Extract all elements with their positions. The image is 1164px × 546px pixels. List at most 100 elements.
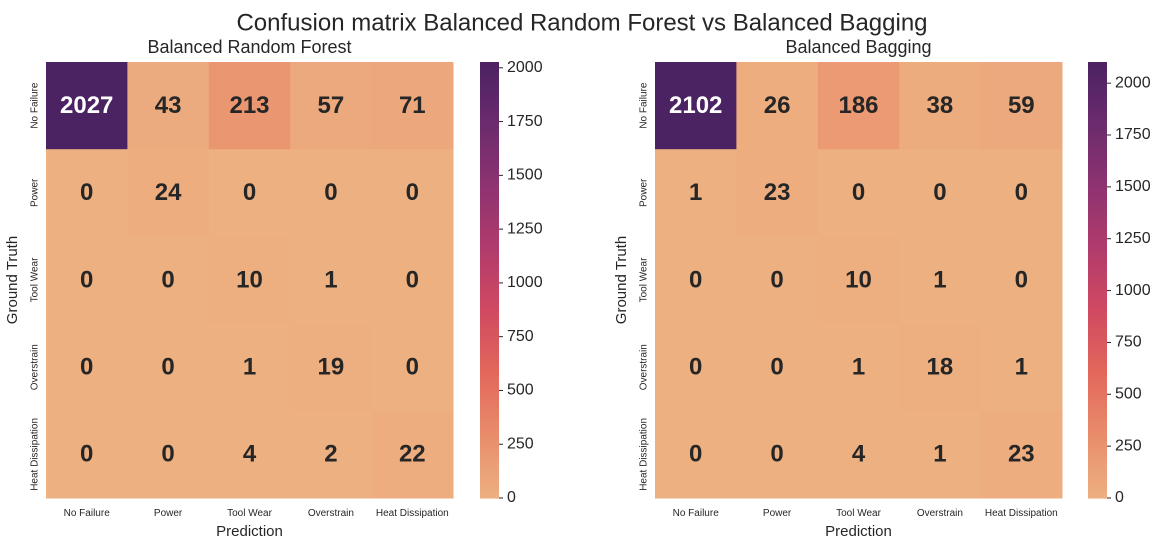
- colorbar-slice: [1088, 98, 1107, 103]
- heatmap-cell-heat-dissipation-power: [736, 410, 819, 499]
- colorbar-slice: [480, 160, 499, 165]
- x-tick-label: Power: [763, 508, 792, 519]
- colorbar-slice: [480, 458, 499, 463]
- colorbar-slice: [1088, 112, 1107, 118]
- colorbar-slice: [1088, 91, 1107, 96]
- y-tick-label: Tool Wear: [639, 257, 650, 303]
- colorbar-slice: [480, 399, 499, 405]
- heatmap-cell-power-heat-dissipation: [371, 149, 454, 237]
- colorbar-slice: [480, 258, 499, 263]
- colorbar-slice: [480, 476, 499, 481]
- colorbar-slice: [480, 494, 499, 499]
- heatmap-cell-no-failure-tool-wear: [208, 62, 291, 150]
- colorbar-slice: [480, 374, 499, 379]
- x-tick-label: No Failure: [64, 508, 111, 519]
- colorbar-slice: [480, 349, 499, 354]
- cell-value-label: 1: [1015, 354, 1028, 381]
- colorbar-tick-label: 0: [507, 489, 516, 506]
- colorbar-slice: [1088, 414, 1107, 419]
- heatmap-cell-tool-wear-no-failure: [655, 236, 737, 325]
- colorbar-slice: [1088, 210, 1107, 216]
- colorbar-slice: [1088, 330, 1107, 336]
- cell-value-label: 57: [318, 92, 345, 119]
- colorbar-slice: [480, 134, 499, 139]
- colorbar-tick-label: 250: [1115, 437, 1142, 454]
- colorbar-slice: [480, 62, 499, 67]
- cell-value-label: 26: [764, 92, 791, 119]
- heatmap-cell-heat-dissipation-overstrain: [290, 410, 373, 499]
- colorbar-slice: [480, 305, 499, 310]
- colorbar-slice: [1088, 421, 1107, 426]
- colorbar-slice: [480, 487, 499, 492]
- colorbar-slice: [480, 272, 499, 277]
- colorbar-slice: [480, 367, 499, 372]
- colorbar-slice: [1088, 316, 1107, 321]
- colorbar-slice: [1088, 229, 1107, 234]
- cell-value-label: 213: [229, 92, 269, 119]
- colorbar-tick-label: 2000: [1115, 74, 1151, 91]
- cell-value-label: 71: [399, 92, 426, 119]
- colorbar-slice: [1088, 425, 1107, 430]
- colorbar-slice: [1088, 432, 1107, 437]
- colorbar-slice: [480, 280, 499, 285]
- heatmap-cell-power-no-failure: [655, 149, 737, 237]
- x-tick-label: Tool Wear: [227, 508, 273, 519]
- colorbar-slice: [480, 163, 499, 168]
- heatmap-cell-tool-wear-power: [127, 236, 210, 325]
- x-axis-label: Prediction: [216, 523, 283, 540]
- colorbar-slice: [1088, 152, 1107, 158]
- colorbar-slice: [480, 181, 499, 187]
- colorbar-slice: [480, 421, 499, 426]
- colorbar-slice: [1088, 276, 1107, 281]
- colorbar-slice: [480, 250, 499, 256]
- colorbar-slice: [480, 479, 499, 485]
- cell-value-label: 4: [243, 441, 257, 468]
- heatmap-cell-overstrain-tool-wear: [817, 323, 900, 412]
- colorbar-slice: [480, 254, 499, 259]
- colorbar-slice: [480, 450, 499, 455]
- cell-value-label: 1: [933, 441, 946, 468]
- colorbar-slice: [1088, 392, 1107, 397]
- colorbar-slice: [1088, 196, 1107, 201]
- colorbar-slice: [480, 120, 499, 125]
- y-tick-label: Power: [639, 178, 650, 207]
- colorbar-slice: [480, 359, 499, 365]
- heatmap-cell-tool-wear-tool-wear: [817, 236, 900, 325]
- colorbar-slice: [1088, 479, 1107, 485]
- colorbar-slice: [480, 203, 499, 208]
- colorbar-slice: [480, 483, 499, 488]
- cell-value-label: 1: [689, 179, 702, 206]
- colorbar-slice: [480, 243, 499, 248]
- colorbar-slice: [1088, 334, 1107, 339]
- cell-value-label: 10: [236, 266, 263, 293]
- figure-title: Confusion matrix Balanced Random Forest …: [236, 9, 927, 36]
- cell-value-label: 2: [324, 441, 337, 468]
- cell-value-label: 23: [1008, 441, 1035, 468]
- colorbar-slice: [1088, 443, 1107, 448]
- heatmap-cell-power-overstrain: [899, 149, 982, 237]
- cell-value-label: 1: [852, 354, 865, 381]
- heatmap-cell-heat-dissipation-overstrain: [899, 410, 982, 499]
- colorbar-slice: [1088, 399, 1107, 405]
- colorbar-slice: [480, 338, 499, 343]
- colorbar: 0 250 500 750 1000 1250 1500 1750 2000: [1088, 62, 1151, 506]
- colorbar-slice: [1088, 283, 1107, 288]
- cell-value-label: 186: [838, 92, 878, 119]
- heatmap-cell-tool-wear-overstrain: [290, 236, 373, 325]
- colorbar-slice: [480, 392, 499, 397]
- heatmap-cell-overstrain-power: [736, 323, 819, 412]
- colorbar-slice: [480, 138, 499, 143]
- colorbar-slice: [480, 210, 499, 216]
- x-tick-label: Overstrain: [308, 508, 354, 519]
- cell-value-label: 0: [324, 179, 337, 206]
- colorbar-slice: [480, 247, 499, 252]
- cell-value-label: 19: [318, 354, 345, 381]
- colorbar-slice: [480, 145, 499, 150]
- colorbar-slice: [480, 454, 499, 459]
- heatmap-cell-no-failure-heat-dissipation: [371, 62, 454, 150]
- colorbar-slice: [1088, 185, 1107, 190]
- colorbar-slice: [480, 156, 499, 161]
- colorbar-slice: [480, 152, 499, 158]
- colorbar-slice: [1088, 418, 1107, 423]
